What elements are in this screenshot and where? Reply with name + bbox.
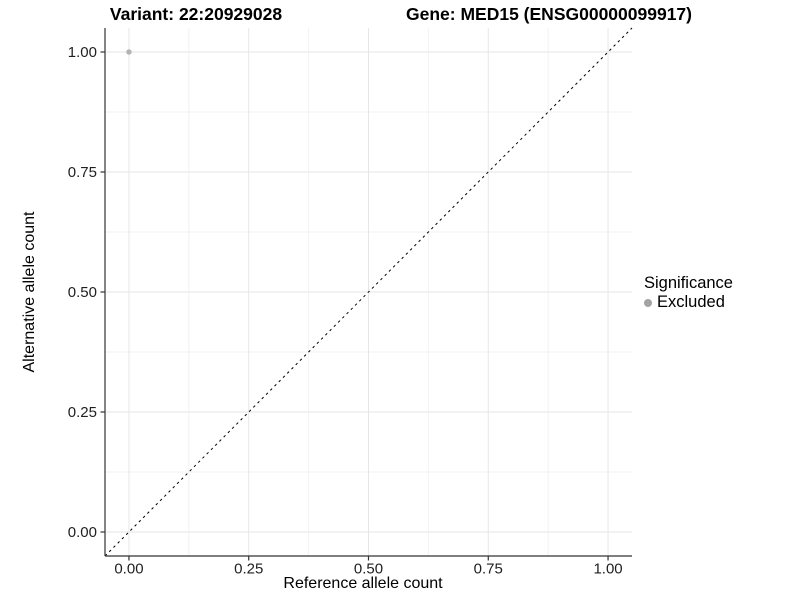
x-tick-label: 0.50 bbox=[354, 561, 383, 578]
y-tick-label: 0.50 bbox=[68, 284, 97, 301]
x-axis-title: Reference allele count bbox=[283, 575, 443, 592]
identity-line bbox=[104, 27, 633, 557]
legend-item-excluded: Excluded bbox=[644, 294, 733, 311]
x-tick-label: 0.25 bbox=[234, 561, 263, 578]
x-tick-label: 0.75 bbox=[474, 561, 503, 578]
legend-title: Significance bbox=[644, 274, 733, 292]
y-axis-title: Alternative allele count bbox=[21, 211, 38, 373]
plot-title-variant: Variant: 22:20929028 bbox=[109, 4, 283, 24]
x-tick-label: 1.00 bbox=[593, 561, 622, 578]
plot-title-gene: Gene: MED15 (ENSG00000099917) bbox=[406, 4, 692, 24]
y-tick-label: 0.75 bbox=[68, 164, 97, 181]
data-point bbox=[126, 49, 132, 55]
y-tick-label: 0.00 bbox=[68, 524, 97, 541]
legend: Significance Excluded bbox=[644, 274, 733, 311]
legend-item-label: Excluded bbox=[657, 293, 725, 311]
y-tick-label: 1.00 bbox=[68, 44, 97, 61]
legend-point-icon bbox=[644, 298, 652, 307]
x-tick-label: 0.00 bbox=[114, 561, 143, 578]
y-tick-label: 0.25 bbox=[68, 404, 97, 421]
